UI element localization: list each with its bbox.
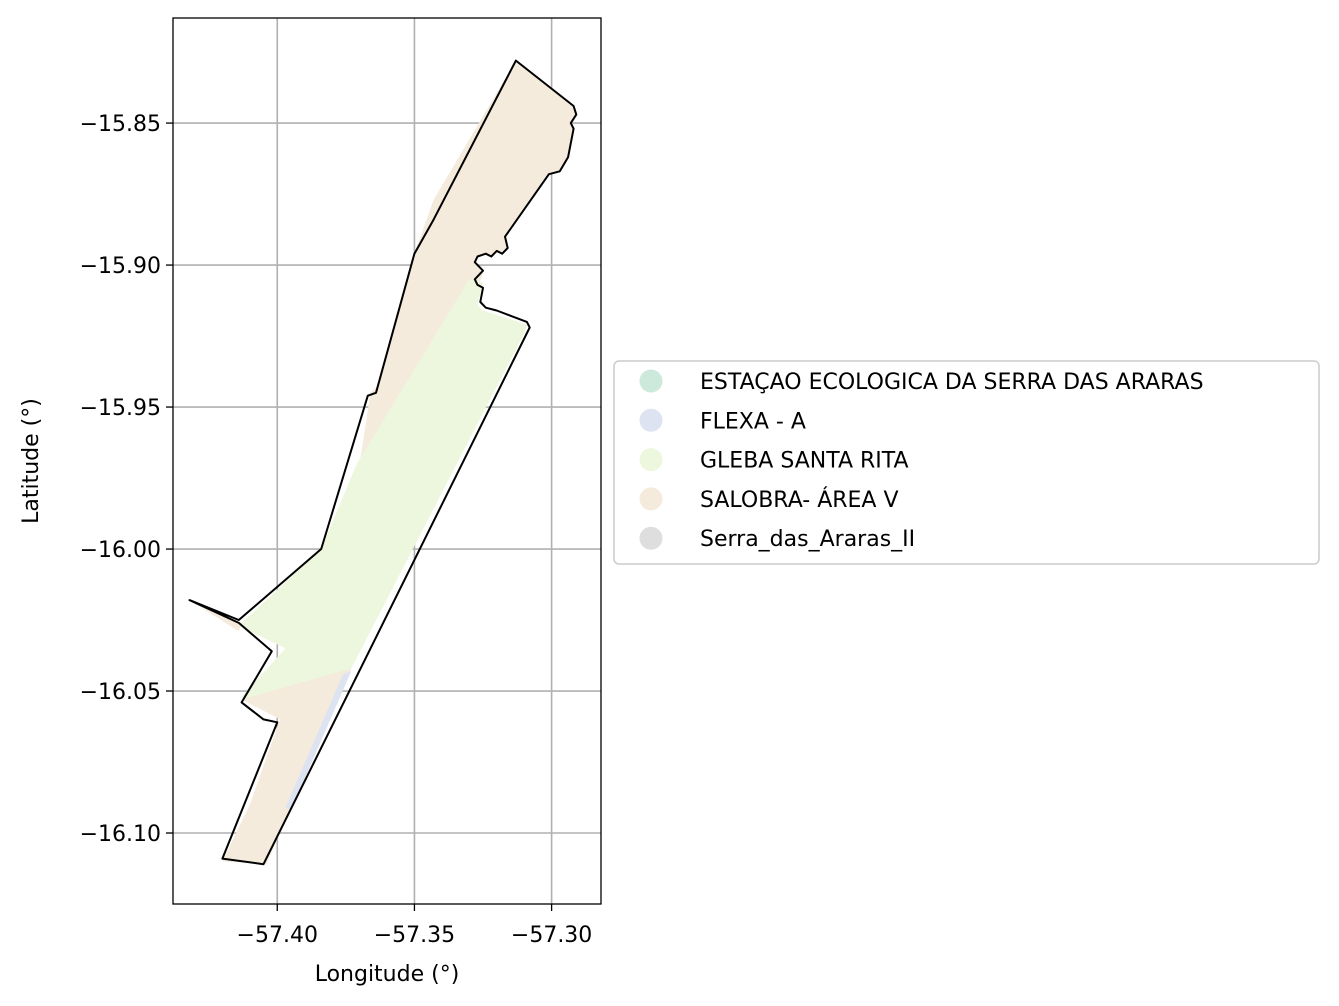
- legend-box: [613, 360, 1320, 565]
- legend: ESTAÇAO ECOLOGICA DA SERRA DAS ARARAS FLE…: [613, 360, 1320, 565]
- legend-label: GLEBA SANTA RITA: [700, 449, 909, 474]
- region-polygon: [238, 279, 527, 706]
- x-tick-label: −57.35: [374, 923, 455, 948]
- y-tick-label: −15.85: [80, 112, 161, 137]
- legend-label: SALOBRA- ÁREA V: [700, 487, 899, 513]
- y-tick-label: −16.00: [80, 538, 161, 563]
- boundary-outline: [188, 59, 578, 866]
- legend-label: Serra_das_Araras_II: [700, 527, 915, 552]
- x-tick-label: −57.30: [511, 923, 592, 948]
- y-tick-label: −16.10: [80, 822, 161, 847]
- x-tick-label: −57.40: [237, 923, 318, 948]
- y-tick-label: −16.05: [80, 680, 161, 705]
- region-polygon: [189, 600, 242, 632]
- legend-marker: [639, 408, 663, 432]
- plot-frame: [172, 17, 602, 905]
- x-axis-ticks: −57.40 −57.35 −57.30: [237, 904, 592, 948]
- y-tick-label: −15.90: [80, 254, 161, 279]
- x-axis-label: Longitude (°): [315, 962, 460, 987]
- region-polygon: [359, 60, 577, 464]
- region-polygon: [285, 671, 352, 811]
- y-tick-label: −15.95: [80, 396, 161, 421]
- y-axis-ticks: −15.85 −15.90 −15.95 −16.00 −16.05 −16.10: [80, 112, 173, 847]
- legend-marker: [639, 487, 663, 511]
- region-polygon: [222, 668, 352, 865]
- legend-marker: [639, 448, 663, 472]
- boundary-polygon: [188, 59, 578, 866]
- y-axis-label: Latitude (°): [19, 398, 44, 524]
- legend-marker: [639, 369, 663, 393]
- legend-marker: [639, 526, 663, 550]
- legend-label: FLEXA - A: [700, 409, 806, 434]
- legend-label: ESTAÇAO ECOLOGICA DA SERRA DAS ARARAS: [700, 370, 1204, 395]
- map-regions: [189, 60, 577, 865]
